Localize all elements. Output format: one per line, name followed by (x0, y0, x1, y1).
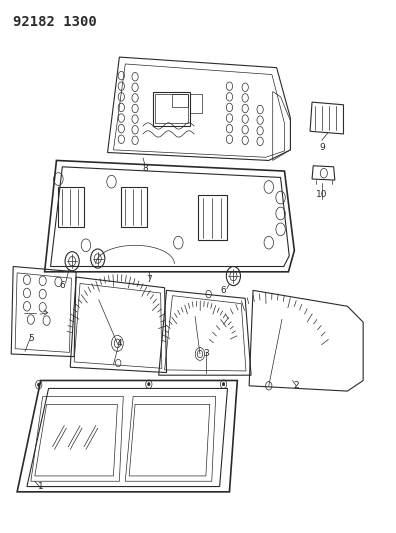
Bar (153, 92, 190, 126)
Circle shape (148, 383, 150, 386)
Bar (172, 94, 188, 108)
Text: 1: 1 (38, 482, 44, 491)
Text: 3: 3 (203, 350, 209, 359)
Bar (155, 94, 188, 123)
Text: 10: 10 (316, 190, 327, 199)
Text: 2: 2 (293, 381, 299, 390)
Circle shape (223, 383, 225, 386)
Circle shape (38, 383, 40, 386)
Text: 6: 6 (221, 286, 227, 295)
Text: 92182 1300: 92182 1300 (13, 14, 97, 29)
Bar (58, 187, 84, 227)
Text: 7: 7 (146, 275, 152, 284)
Bar (190, 94, 202, 113)
Bar (121, 187, 147, 227)
Text: 9: 9 (319, 143, 325, 152)
Text: 6: 6 (59, 280, 65, 289)
Text: 5: 5 (28, 334, 34, 343)
Text: 4: 4 (116, 339, 122, 348)
Bar (198, 195, 227, 240)
Text: 8: 8 (142, 164, 148, 173)
